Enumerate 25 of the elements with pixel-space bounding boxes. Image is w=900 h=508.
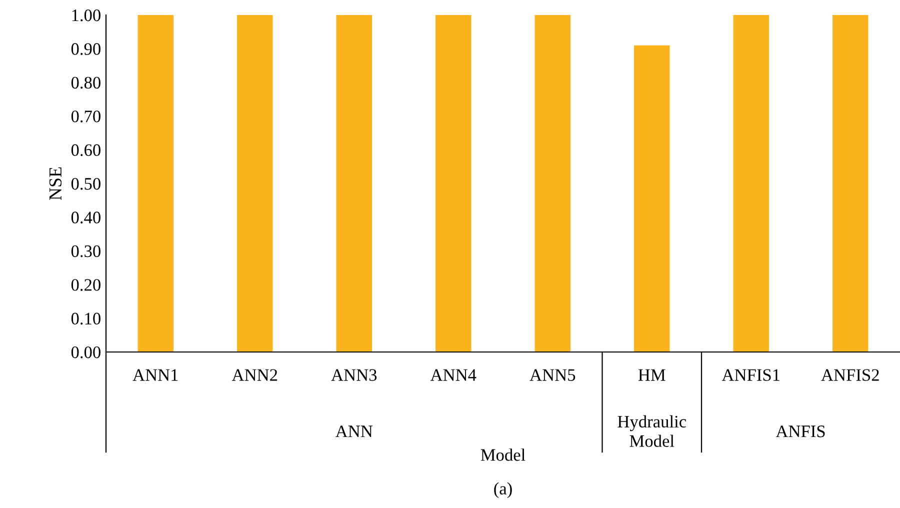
- text: ANFIS: [776, 426, 825, 438]
- x-tick-label: ANN3: [331, 369, 377, 381]
- x-axis-title: Model: [480, 448, 526, 461]
- y-tick-label: 0.10: [71, 312, 100, 325]
- y-tick-label: 0.80: [71, 76, 100, 89]
- y-tick-label: 0.40: [71, 212, 100, 224]
- y-tick-label: 0.50: [71, 178, 100, 190]
- x-tick-label: ANN2: [232, 369, 278, 381]
- x-tick-label: ANN5: [530, 369, 576, 381]
- y-tick-label: 1.00: [72, 9, 100, 22]
- x-tick-label: HM: [638, 369, 666, 381]
- y-axis-title: NSE: [49, 167, 62, 200]
- text: ANN: [335, 426, 373, 438]
- y-tick-label: 0.70: [71, 110, 100, 122]
- x-tick-label: ANFIS1: [722, 369, 780, 381]
- y-tick-label: 0.30: [71, 245, 100, 258]
- y-tick-label: 0.20: [71, 279, 100, 291]
- y-tick-label: 0.90: [71, 43, 100, 55]
- text: Hydraulic Model: [618, 415, 686, 447]
- x-tick-label: ANN4: [430, 369, 476, 381]
- y-tick-label: 0.00: [71, 346, 100, 358]
- text: (a): [494, 482, 512, 498]
- x-tick-label: ANN1: [132, 369, 178, 381]
- y-tick-label: 0.60: [71, 144, 100, 156]
- x-tick-label: ANFIS2: [821, 369, 879, 381]
